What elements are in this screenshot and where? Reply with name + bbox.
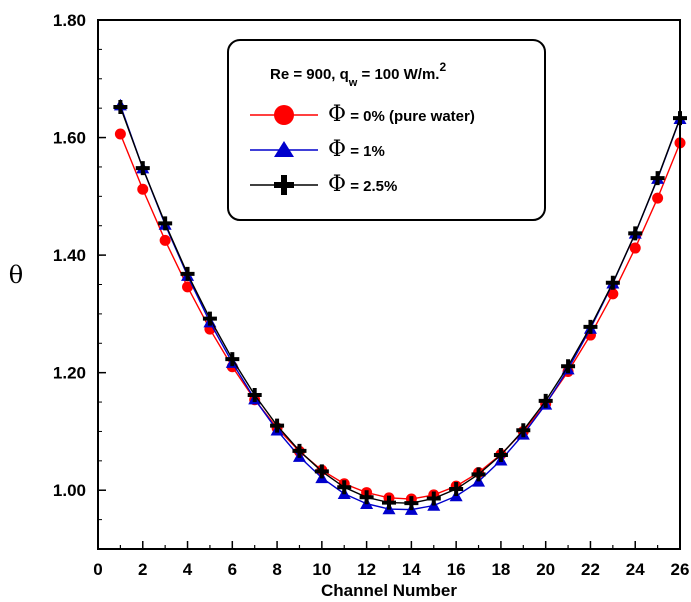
data-point xyxy=(652,192,664,204)
legend-label: Φ = 1% xyxy=(328,137,385,162)
x-tick-label: 16 xyxy=(447,560,466,579)
data-point xyxy=(247,388,262,403)
data-point xyxy=(449,482,464,497)
x-tick-label: 4 xyxy=(183,560,193,579)
data-point xyxy=(628,226,643,241)
data-point xyxy=(270,418,285,433)
y-tick-label: 1.40 xyxy=(53,246,86,265)
data-point xyxy=(605,275,620,290)
data-point xyxy=(538,393,553,408)
y-tick-label: 1.60 xyxy=(53,129,86,148)
data-point xyxy=(471,467,486,482)
legend-box xyxy=(227,39,546,221)
plot-frame xyxy=(97,19,681,550)
x-tick-label: 6 xyxy=(228,560,237,579)
x-tick-label: 18 xyxy=(491,560,510,579)
data-point xyxy=(113,99,128,114)
data-point xyxy=(114,128,126,140)
series-3 xyxy=(113,99,687,511)
x-tick-label: 14 xyxy=(402,560,421,579)
data-point xyxy=(650,171,665,186)
series-line xyxy=(119,133,681,500)
data-point xyxy=(292,443,307,458)
data-point xyxy=(629,242,641,254)
data-point xyxy=(180,266,195,281)
data-point xyxy=(382,495,396,510)
data-point xyxy=(135,161,150,176)
data-point xyxy=(583,319,598,334)
y-tick-label: 1.20 xyxy=(53,364,86,383)
data-point xyxy=(493,447,508,462)
legend-marker xyxy=(274,141,294,157)
legend-entry-1: Φ = 0% (pure water) xyxy=(250,102,475,127)
series-line xyxy=(119,106,681,504)
data-point xyxy=(182,281,194,293)
data-point xyxy=(607,288,619,300)
legend-entry-3: Φ = 2.5% xyxy=(250,172,397,197)
data-point xyxy=(202,311,217,326)
data-point xyxy=(404,496,419,511)
legend: Re = 900, qw = 100 W/m.2 Φ = 0% (pure wa… xyxy=(227,39,546,221)
data-point xyxy=(426,491,441,506)
data-point xyxy=(561,359,576,374)
x-tick-label: 22 xyxy=(581,560,600,579)
legend-marker xyxy=(274,105,294,125)
data-point xyxy=(359,490,374,505)
x-tick-label: 12 xyxy=(357,560,376,579)
data-point xyxy=(516,423,531,438)
data-point xyxy=(159,234,171,246)
data-point xyxy=(225,352,240,367)
legend-label: Φ = 2.5% xyxy=(328,172,397,197)
legend-title: Re = 900, qw = 100 W/m.2 xyxy=(270,60,446,89)
x-tick-label: 8 xyxy=(272,560,281,579)
x-tick-label: 20 xyxy=(536,560,555,579)
x-tick-label: 0 xyxy=(93,560,102,579)
x-tick-label: 26 xyxy=(671,560,690,579)
data-point xyxy=(158,216,173,231)
x-axis-label: Channel Number xyxy=(321,581,457,600)
legend-marker xyxy=(274,175,294,195)
data-point xyxy=(314,464,329,479)
data-point xyxy=(337,480,352,495)
legend-label: Φ = 0% (pure water) xyxy=(328,102,475,127)
x-tick-label: 10 xyxy=(312,560,331,579)
y-tick-label: 1.00 xyxy=(53,481,86,500)
y-tick-label: 1.80 xyxy=(53,11,86,30)
y-axis-label: θ xyxy=(9,261,23,289)
data-point xyxy=(137,183,149,195)
legend-entry-2: Φ = 1% xyxy=(250,137,385,162)
x-tick-label: 24 xyxy=(626,560,645,579)
x-tick-label: 2 xyxy=(138,560,147,579)
series-line xyxy=(119,104,681,511)
